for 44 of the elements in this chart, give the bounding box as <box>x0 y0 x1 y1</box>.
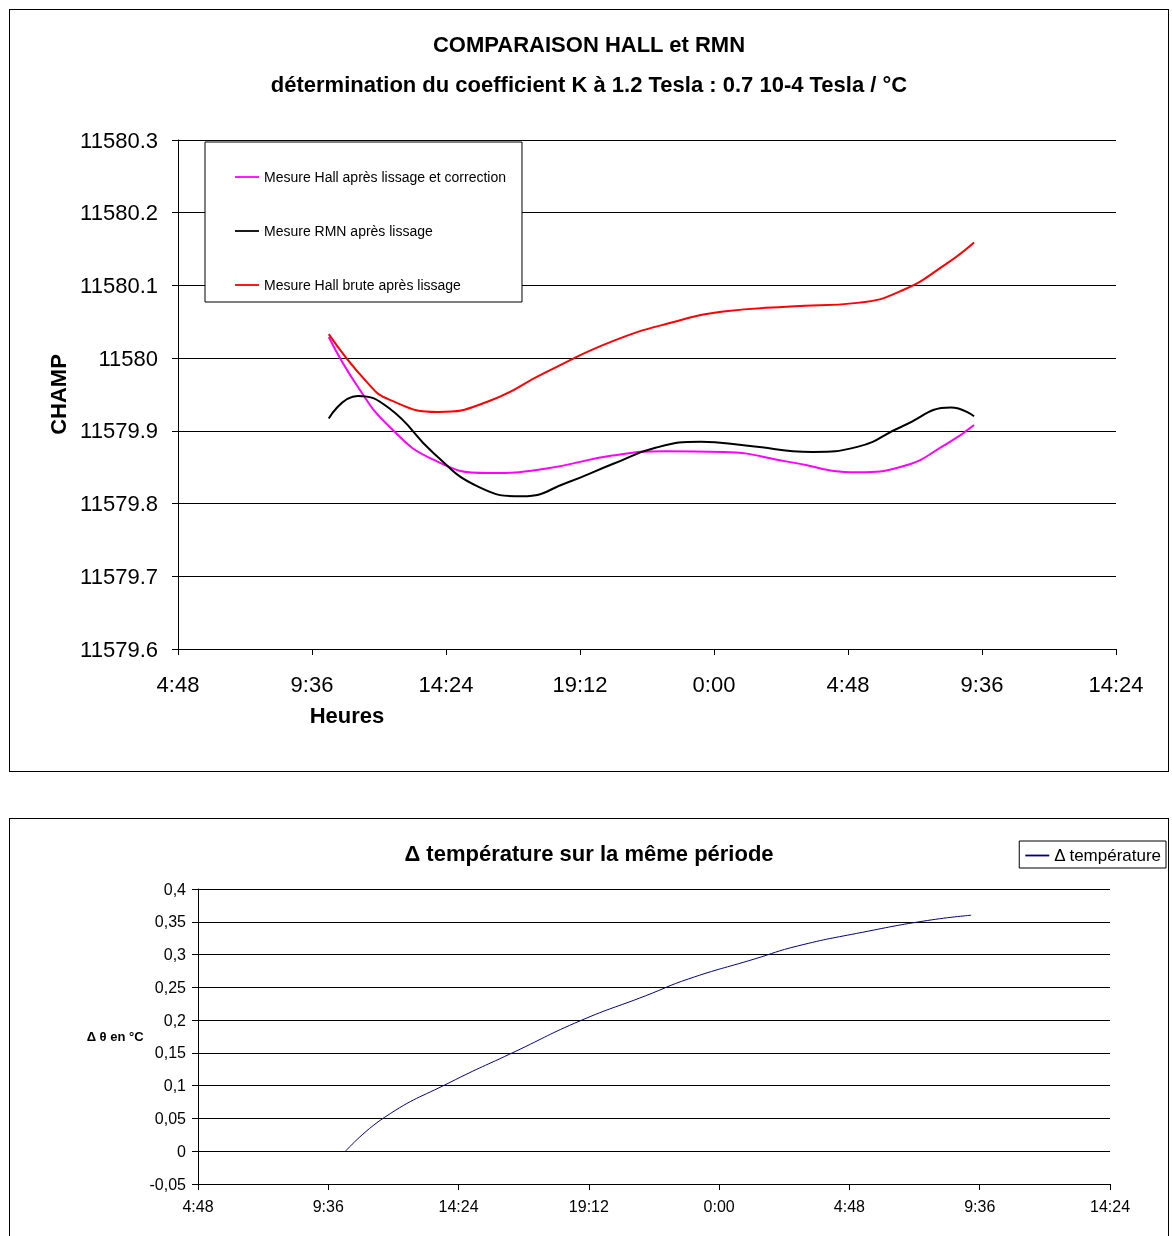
y-tick-label: 0,35 <box>154 913 187 931</box>
legend-label: Mesure Hall brute après lissage <box>264 277 462 293</box>
legend-label: Mesure RMN après lissage <box>264 223 434 239</box>
chart-title: Δ température sur la même période <box>404 840 774 866</box>
chart-title: COMPARAISON HALL et RMN <box>432 31 746 57</box>
x-tick-label: 4:48 <box>156 671 200 697</box>
x-tick-label: 14:24 <box>438 1197 479 1215</box>
y-axis-title: Δ θ en °C <box>86 1029 145 1044</box>
y-tick-label: 0,2 <box>163 1011 187 1029</box>
x-tick-label: 4:48 <box>833 1197 866 1215</box>
x-axis-title: Heures <box>309 702 385 728</box>
y-tick-label: 0,05 <box>154 1109 187 1127</box>
y-tick-label: 11579.9 <box>80 418 158 444</box>
legend-label: Δ température <box>1054 846 1162 865</box>
x-tick-label: 9:36 <box>312 1197 344 1215</box>
y-tick-label: 0 <box>177 1142 187 1160</box>
y-tick-label: 11579.7 <box>80 563 158 589</box>
x-tick-label: 0:00 <box>703 1197 735 1215</box>
y-tick-label: 11580.3 <box>80 127 158 153</box>
y-tick-label: 11579.8 <box>80 491 158 517</box>
y-axis-title: CHAMP <box>45 354 71 435</box>
x-tick-label: 19:12 <box>568 1197 609 1215</box>
x-tick-label: 4:48 <box>826 671 870 697</box>
y-tick-label: 11579.6 <box>80 636 158 662</box>
x-tick-label: 19:12 <box>552 671 608 697</box>
x-tick-label: 14:24 <box>1088 671 1144 697</box>
y-tick-label: 0,25 <box>154 978 187 996</box>
y-tick-label: 11580 <box>98 345 158 371</box>
x-tick-label: 0:00 <box>692 671 736 697</box>
y-tick-label: 0,1 <box>163 1077 187 1095</box>
x-tick-label: 14:24 <box>418 671 474 697</box>
y-tick-label: 0,15 <box>154 1044 187 1062</box>
y-tick-label: 11580.2 <box>80 200 158 226</box>
y-tick-label: -0,05 <box>149 1175 187 1193</box>
x-tick-label: 9:36 <box>960 671 1004 697</box>
x-tick-label: 9:36 <box>290 671 334 697</box>
chart-subtitle: détermination du coefficient K à 1.2 Tesla : 0.7 10-4 Tesla / °C <box>270 71 908 97</box>
x-tick-label: 4:48 <box>182 1197 214 1215</box>
legend-label: Mesure Hall après lissage et correction <box>264 169 506 185</box>
y-tick-label: 0,4 <box>163 880 187 898</box>
x-tick-label: 14:24 <box>1089 1197 1131 1215</box>
y-tick-label: 0,3 <box>163 946 187 964</box>
x-tick-label: 9:36 <box>964 1197 996 1215</box>
y-tick-label: 11580.1 <box>80 272 158 298</box>
